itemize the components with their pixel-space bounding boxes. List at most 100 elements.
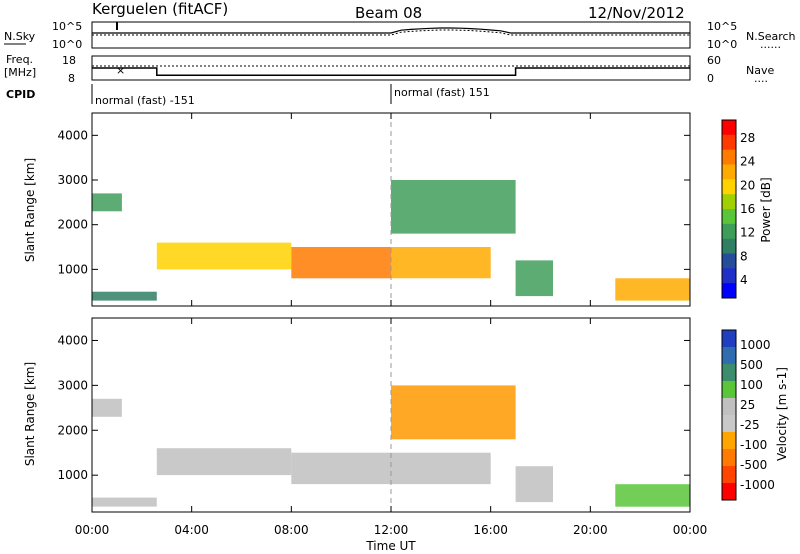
- y-tick-label: 1000: [57, 262, 88, 276]
- x-tick-label: 08:00: [274, 523, 309, 537]
- colorbar-swatch: [722, 238, 736, 254]
- freq-right-tick-bottom: 0: [707, 72, 714, 85]
- colorbar-swatch: [722, 179, 736, 195]
- colorbar-swatch: [722, 268, 736, 284]
- power-echo-region: [391, 180, 516, 234]
- velocity-echo-region: [92, 497, 157, 507]
- power-echo-region: [92, 291, 157, 301]
- x-tick-label: 16:00: [473, 523, 508, 537]
- x-tick-label: 12:00: [374, 523, 409, 537]
- y-tick-label: 4000: [57, 333, 88, 347]
- velocity-panel: 1000 2000 3000 4000 Slant Range [km] 1000 50…: [23, 317, 789, 513]
- colorbar-tick-label: -25: [740, 418, 760, 432]
- beam-title: Beam 08: [355, 4, 422, 22]
- colorbar-swatch: [722, 415, 736, 433]
- colorbar-tick-label: 24: [740, 155, 755, 169]
- colorbar-swatch: [722, 223, 736, 240]
- x-axis-label: Time UT: [365, 539, 416, 553]
- power-echo-region: [615, 278, 691, 301]
- colorbar-swatch: [722, 194, 736, 210]
- power-panel: 1000 2000 3000 4000 Slant Range [km] 28 24 20…: [23, 112, 773, 307]
- cpid-panel: CPID normal (fast) -151 normal (fast) 15…: [6, 84, 490, 107]
- noise-left-tick-bottom: 10^0: [52, 38, 82, 51]
- colorbar-tick-label: -1000: [740, 478, 775, 492]
- x-tick-label: 04:00: [174, 523, 209, 537]
- velocity-colorbar-label: Velocity [m s-1]: [775, 367, 789, 461]
- colorbar-swatch: [722, 432, 736, 450]
- colorbar-swatch: [722, 449, 736, 467]
- power-colorbar-label: Power [dB]: [759, 177, 773, 242]
- freq-label-line1: Freq.: [6, 53, 33, 66]
- power-echo-region: [291, 247, 391, 279]
- power-colorbar: 28 24 20 16 12 8 4: [721, 119, 755, 299]
- power-echo-region: [391, 247, 491, 279]
- velocity-echo-region: [515, 466, 553, 503]
- velocity-echo-region: [92, 398, 122, 417]
- velocity-echo-region: [391, 385, 516, 440]
- power-echo-region: [515, 260, 553, 297]
- frequency-line: [92, 67, 690, 76]
- velocity-echo-region: [391, 452, 491, 485]
- freq-right-tick-top: 60: [707, 54, 721, 67]
- colorbar-tick-label: 28: [740, 131, 755, 145]
- date-title: 12/Nov/2012: [588, 4, 685, 22]
- colorbar-tick-label: 25: [740, 398, 755, 412]
- velocity-echo-region: [291, 452, 391, 485]
- noise-left-label: N.Sky: [4, 30, 36, 43]
- power-echoes: [92, 180, 691, 301]
- nave-marker: ....: [754, 72, 768, 85]
- y-tick-label: 3000: [57, 378, 88, 392]
- velocity-ylabel: Slant Range [km]: [23, 362, 37, 466]
- colorbar-tick-label: 16: [740, 202, 755, 216]
- colorbar-tick-label: 20: [740, 178, 755, 192]
- colorbar-swatch: [722, 466, 736, 484]
- colorbar-tick-label: 100: [740, 378, 763, 392]
- x-tick-label: 00:00: [673, 523, 708, 537]
- freq-left-tick-top: 18: [62, 54, 76, 67]
- noise-right-label: N.Search: [746, 30, 796, 43]
- velocity-y-ticks: 1000 2000 3000 4000: [57, 333, 690, 482]
- nave-label: Nave: [746, 64, 774, 77]
- noise-right-tick-bottom: 10^0: [707, 38, 737, 51]
- station-title: Kerguelen (fitACF): [92, 0, 228, 18]
- colorbar-swatch: [722, 330, 736, 348]
- velocity-echo-region: [615, 484, 691, 507]
- colorbar-swatch: [722, 381, 736, 399]
- colorbar-swatch: [722, 120, 736, 136]
- freq-x-marker: ×: [116, 64, 125, 77]
- colorbar-swatch: [722, 149, 736, 165]
- colorbar-swatch: [722, 398, 736, 416]
- cpid-segment-1: normal (fast) -151: [95, 94, 195, 107]
- freq-left-tick-bottom: 8: [68, 72, 75, 85]
- power-y-ticks: 1000 2000 3000 4000: [57, 128, 690, 276]
- x-tick-label: 20:00: [573, 523, 608, 537]
- power-ylabel: Slant Range [km]: [23, 158, 37, 262]
- noise-left-tick-top: 10^5: [52, 20, 82, 33]
- colorbar-tick-label: 12: [740, 226, 755, 240]
- colorbar-swatch: [722, 253, 736, 269]
- noise-right-marker: ......: [760, 38, 781, 51]
- frequency-panel: × Freq. [MHz] 18 8 60 0 Nave ....: [4, 53, 774, 85]
- colorbar-tick-label: 1000: [740, 338, 771, 352]
- noise-sky-line: [92, 27, 690, 34]
- colorbar-swatch: [722, 164, 736, 180]
- y-tick-label: 3000: [57, 173, 88, 187]
- colorbar-tick-label: 4: [740, 273, 748, 287]
- y-tick-label: 1000: [57, 468, 88, 482]
- colorbar-swatch: [722, 283, 736, 299]
- freq-label-line2: [MHz]: [4, 66, 36, 79]
- velocity-colorbar: 1000 500 100 25 -25 -100 -500 -1000: [721, 329, 775, 501]
- noise-panel: N.Sky 10^5 10^0 10^5 10^0 N.Search .....…: [4, 20, 796, 51]
- colorbar-tick-label: -500: [740, 458, 767, 472]
- velocity-echo-region: [156, 448, 292, 476]
- power-echo-region: [156, 242, 292, 270]
- colorbar-tick-label: 8: [740, 250, 748, 264]
- y-tick-label: 4000: [57, 128, 88, 142]
- colorbar-swatch: [722, 134, 736, 151]
- cpid-label: CPID: [6, 88, 35, 101]
- colorbar-tick-label: -100: [740, 438, 767, 452]
- noise-right-tick-top: 10^5: [707, 20, 737, 33]
- colorbar-swatch: [722, 483, 736, 501]
- y-tick-label: 2000: [57, 218, 88, 232]
